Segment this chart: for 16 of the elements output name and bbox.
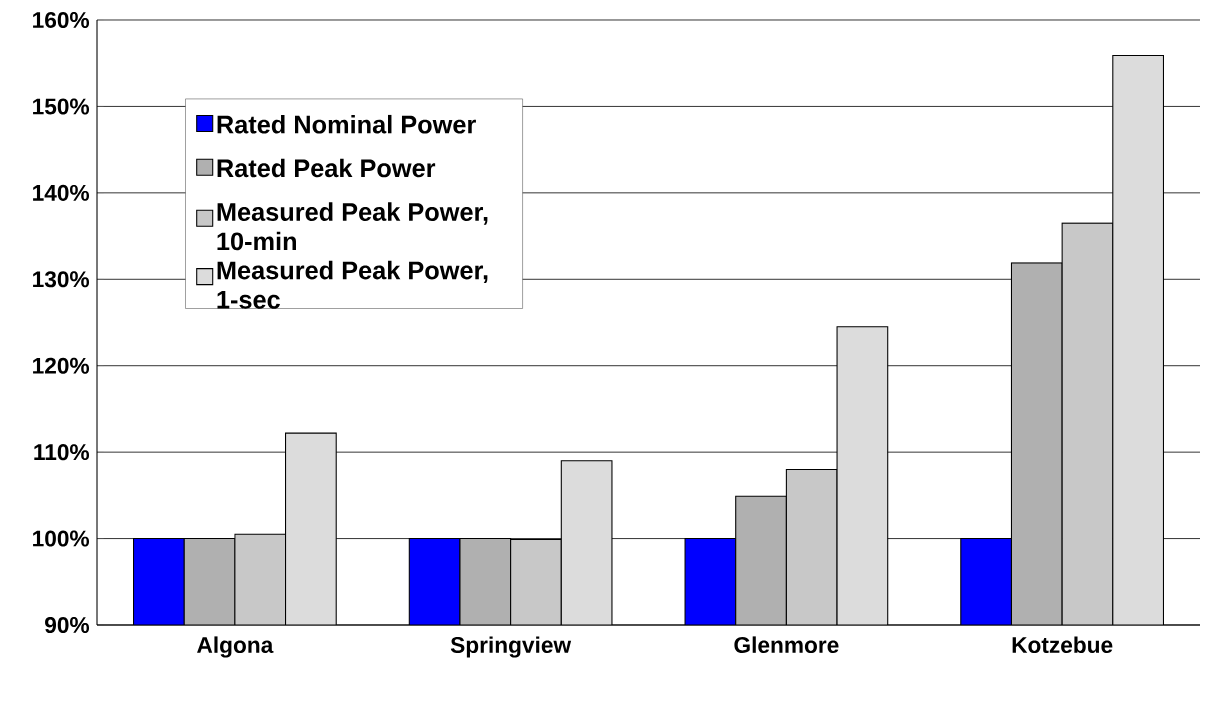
- legend-label: Rated Nominal Power: [217, 114, 476, 134]
- y-tick-label: 150%: [33, 98, 90, 115]
- y-tick-label: 90%: [45, 616, 90, 634]
- legend-label: Measured Peak Power, 10-min: [217, 202, 488, 251]
- y-tick-label: 110%: [34, 444, 90, 461]
- x-tick-label: Springview: [450, 636, 572, 658]
- y-tick-label: 100%: [33, 530, 90, 547]
- x-tick-label: Glenmore: [734, 636, 839, 654]
- y-tick-label: 120%: [33, 357, 90, 374]
- y-tick-label: 140%: [33, 184, 90, 201]
- x-tick-label: Algona: [197, 636, 274, 658]
- y-tick-label: 130%: [33, 271, 90, 288]
- legend-label: Measured Peak Power, 1-sec: [217, 260, 488, 309]
- x-tick-label: Kotzebue: [1012, 636, 1113, 654]
- legend-label: Rated Peak Power: [217, 158, 436, 178]
- y-tick-label: 160%: [33, 11, 90, 29]
